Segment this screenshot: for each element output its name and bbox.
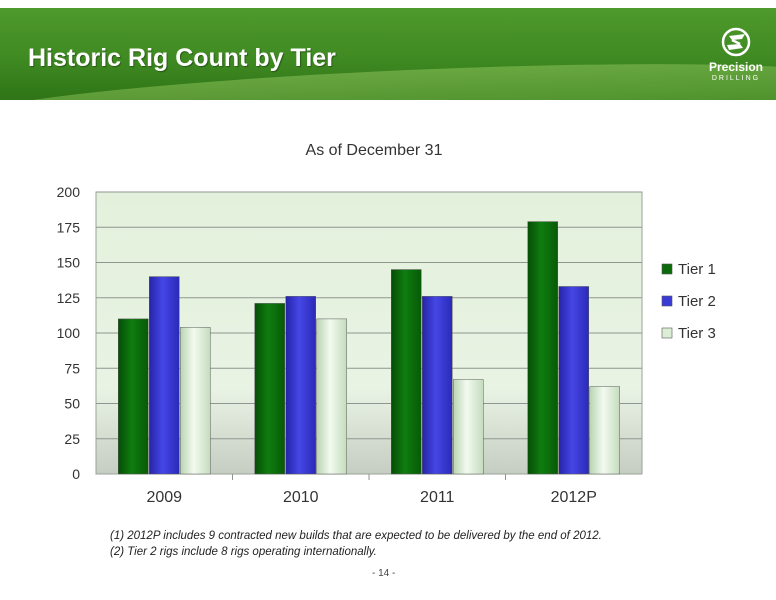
y-tick-label: 0 — [72, 466, 80, 482]
y-tick-label: 75 — [64, 360, 80, 376]
bar-tier-2-2010 — [285, 296, 316, 475]
legend-label: Tier 1 — [678, 261, 716, 278]
bar-tier-3-2009 — [180, 327, 211, 475]
legend-label: Tier 3 — [678, 325, 716, 342]
bar-tier-1-2012p — [527, 221, 558, 475]
header-banner: Historic Rig Count by Tier Precision DRI… — [0, 8, 776, 100]
bar-tier-3-2012p — [589, 386, 620, 475]
bar-tier-1-2011 — [391, 269, 422, 475]
footnote-2: (2) Tier 2 rigs include 8 rigs operating… — [110, 546, 377, 558]
precision-logo-icon — [721, 27, 751, 57]
bar-tier-2-2011 — [422, 296, 453, 475]
bar-tier-2-2009 — [149, 276, 180, 475]
y-tick-label: 125 — [57, 290, 81, 306]
footnote-1: (1) 2012P includes 9 contracted new buil… — [110, 530, 602, 542]
x-tick-label: 2009 — [146, 489, 182, 506]
y-tick-label: 50 — [64, 396, 80, 412]
page-number: - 14 - — [372, 568, 396, 579]
y-tick-label: 100 — [57, 325, 81, 341]
y-tick-label: 25 — [64, 431, 80, 447]
logo-subtitle: DRILLING — [711, 75, 761, 82]
bar-tier-1-2009 — [118, 318, 149, 475]
legend-swatch-tier-2 — [661, 295, 673, 307]
bar-tier-2-2012p — [558, 286, 589, 475]
x-tick-label: 2012P — [551, 489, 597, 506]
page-title: Historic Rig Count by Tier — [28, 44, 336, 72]
y-tick-label: 150 — [57, 255, 81, 271]
bar-tier-3-2011 — [453, 379, 484, 475]
y-tick-label: 175 — [57, 219, 81, 235]
x-tick-label: 2010 — [283, 489, 319, 506]
legend-label: Tier 2 — [678, 293, 716, 310]
legend-swatch-tier-1 — [661, 263, 673, 275]
bar-tier-3-2010 — [316, 318, 347, 475]
y-tick-label: 200 — [57, 184, 81, 200]
bar-tier-1-2010 — [254, 303, 285, 475]
logo-name: Precision — [708, 60, 764, 74]
chart-title: As of December 31 — [306, 142, 443, 159]
x-tick-label: 2011 — [420, 489, 455, 506]
company-logo: Precision DRILLING — [704, 26, 768, 82]
legend-swatch-tier-3 — [661, 327, 673, 339]
